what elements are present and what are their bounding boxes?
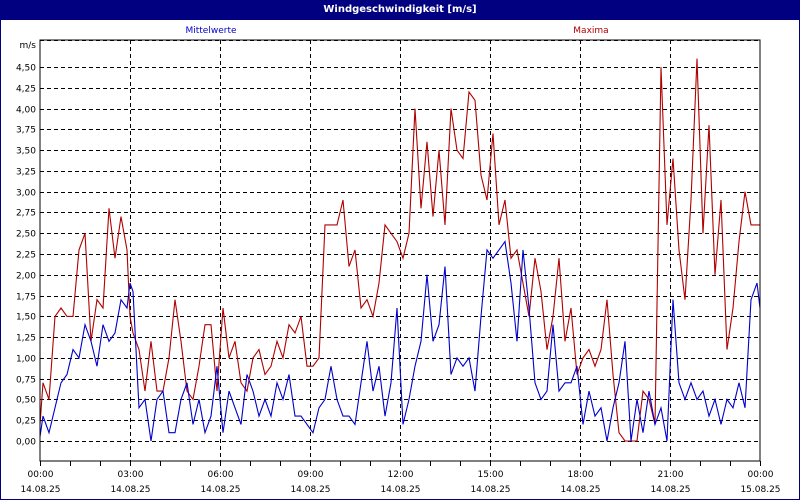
y-tick-label: 0,00 <box>16 438 36 448</box>
y-tick-label: 3,00 <box>16 189 36 199</box>
maxima-line <box>39 58 760 442</box>
y-tick-label: 2,25 <box>16 251 36 261</box>
x-tick-time: 21:00 <box>658 470 684 480</box>
y-tick-label: 3,75 <box>16 126 36 136</box>
x-tick-time: 00:00 <box>748 470 774 480</box>
y-tick-label: 2,00 <box>16 272 36 282</box>
y-tick-label: 3,25 <box>16 168 36 178</box>
x-tick-time: 18:00 <box>568 470 594 480</box>
y-tick-label: 0,50 <box>16 396 36 406</box>
x-tick-date: 14.08.25 <box>560 485 600 495</box>
x-tick-date: 15.08.25 <box>740 485 780 495</box>
legend-mittelwerte: Mittelwerte <box>185 26 237 36</box>
x-tick-date: 14.08.25 <box>290 485 330 495</box>
y-tick-label: 1,00 <box>16 355 36 365</box>
window-title: Windgeschwindigkeit [m/s] <box>1 1 799 20</box>
x-tick-time: 06:00 <box>208 470 234 480</box>
y-tick-label: 4,00 <box>16 106 36 116</box>
x-tick-date: 14.08.25 <box>20 485 60 495</box>
legend-maxima: Maxima <box>573 26 609 36</box>
y-axis-unit: m/s <box>20 41 37 51</box>
chart-series <box>39 58 761 442</box>
x-tick-date: 14.08.25 <box>110 485 150 495</box>
x-tick-time: 09:00 <box>298 470 324 480</box>
y-tick-label: 3,50 <box>16 147 36 157</box>
x-tick-time: 12:00 <box>388 470 414 480</box>
x-tick-time: 15:00 <box>478 470 504 480</box>
x-tick-time: 00:00 <box>28 470 54 480</box>
mittelwerte-line <box>39 240 761 442</box>
y-tick-label: 1,25 <box>16 334 36 344</box>
x-tick-date: 14.08.25 <box>200 485 240 495</box>
y-axis-ticks: 0,00 0,25 0,50 0,75 1,00 1,25 1,50 1,75 2,00 2,25… <box>16 64 36 448</box>
y-tick-label: 0,75 <box>16 376 36 386</box>
x-tick-date: 14.08.25 <box>650 485 690 495</box>
y-tick-label: 2,50 <box>16 230 36 240</box>
x-tick-time: 03:00 <box>118 470 144 480</box>
y-tick-label: 4,25 <box>16 85 36 95</box>
y-tick-label: 1,50 <box>16 313 36 323</box>
x-tick-date: 14.08.25 <box>380 485 420 495</box>
x-tick-date: 14.08.25 <box>470 485 510 495</box>
y-tick-label: 0,25 <box>16 417 36 427</box>
x-axis-ticks: 00:00 14.08.25 03:00 14.08.25 06:00 14.08.25 0… <box>20 461 781 495</box>
y-tick-label: 2,75 <box>16 209 36 219</box>
y-tick-label: 4,50 <box>16 64 36 74</box>
y-tick-label: 1,75 <box>16 293 36 303</box>
